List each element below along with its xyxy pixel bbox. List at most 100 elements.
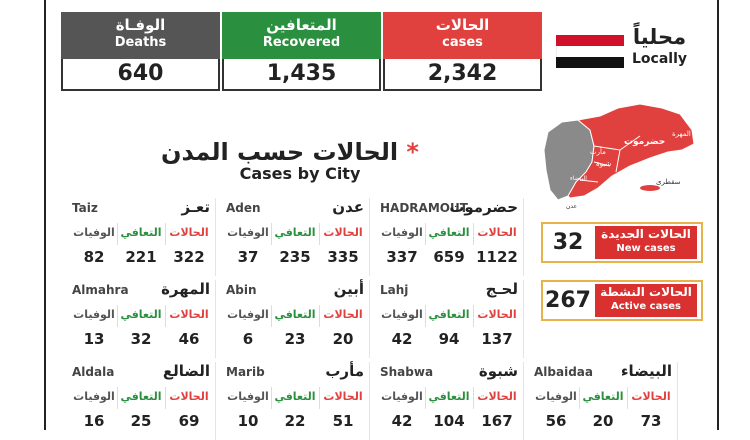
deaths-column-label: الوفيات — [535, 390, 577, 403]
city-deaths-value: 16 — [83, 412, 105, 430]
city-name-ar: شبوة — [478, 362, 518, 380]
city-name-en: HADRAMOUT — [380, 201, 468, 215]
active-cases-label-ar: الحالات النشطة — [600, 285, 692, 299]
section-title-star: * — [406, 138, 419, 166]
city-name-row: Abin أبين — [226, 280, 370, 302]
recovered-column-label: التعافي — [274, 308, 316, 321]
deaths-column-label: الوفيات — [73, 390, 115, 403]
recovered-column-label: التعافي — [428, 308, 470, 321]
city-cases-value: 1122 — [476, 248, 518, 266]
city-cases-value: 322 — [173, 248, 205, 266]
cases-column-label: الحالات — [477, 390, 517, 403]
cases-column-label: الحالات — [169, 226, 209, 239]
city-name-en: Aden — [226, 201, 261, 215]
city-name-en: Aldala — [72, 365, 115, 379]
city-column-headers: الوفيات التعافي الحالات — [534, 387, 678, 409]
column-separator — [117, 223, 118, 245]
city-values: 6 23 20 — [226, 330, 370, 352]
deaths-label-en: Deaths — [114, 35, 167, 50]
deaths-column-label: الوفيات — [381, 226, 423, 239]
city-card: Almahra المهرة الوفيات التعافي الحالات 13 32 46 — [72, 280, 216, 358]
column-separator — [473, 387, 474, 409]
city-name-row: HADRAMOUT حضرموت — [380, 198, 524, 220]
column-separator — [271, 223, 272, 245]
column-separator — [117, 305, 118, 327]
city-recovered-value: 22 — [284, 412, 306, 430]
column-separator — [425, 305, 426, 327]
map-label-hadramout: حضرموت — [624, 137, 665, 147]
city-deaths-value: 13 — [83, 330, 105, 348]
city-cases-value: 20 — [332, 330, 354, 348]
city-name-en: Albaidaa — [534, 365, 593, 379]
city-card: HADRAMOUT حضرموت الوفيات التعافي الحالات 337 6… — [380, 198, 524, 276]
city-cases-value: 69 — [178, 412, 200, 430]
column-separator — [271, 305, 272, 327]
city-name-row: Albaidaa البيضاء — [534, 362, 678, 384]
deaths-column-label: الوفيات — [73, 226, 115, 239]
city-card: Shabwa شبوة الوفيات التعافي الحالات 42 104 167 — [380, 362, 524, 440]
column-separator — [165, 223, 166, 245]
city-name-en: Shabwa — [380, 365, 434, 379]
city-name-ar: الضالع — [162, 362, 210, 380]
column-separator — [165, 305, 166, 327]
city-column-headers: الوفيات التعافي الحالات — [226, 305, 370, 327]
new-cases-label-ar: الحالات الجديدة — [601, 227, 691, 241]
city-card: Albaidaa البيضاء الوفيات التعافي الحالات 56 20… — [534, 362, 678, 440]
active-cases-label: الحالات النشطة Active cases — [595, 284, 697, 317]
active-cases-value: 267 — [545, 288, 591, 313]
city-name-ar: مأرب — [325, 362, 364, 380]
card-divider — [215, 198, 216, 276]
cases-value: 2,342 — [383, 59, 542, 91]
column-separator — [627, 387, 628, 409]
city-cases-value: 73 — [640, 412, 662, 430]
locally-label-ar: محلياً — [632, 25, 687, 49]
city-deaths-value: 337 — [386, 248, 418, 266]
city-values: 37 235 335 — [226, 248, 370, 270]
city-values: 16 25 69 — [72, 412, 216, 434]
recovered-column-label: التعافي — [120, 226, 162, 239]
city-name-row: Almahra المهرة — [72, 280, 216, 302]
card-divider — [677, 362, 678, 440]
new-cases-box: 32 الحالات الجديدة New cases — [541, 222, 703, 263]
flag-black-stripe — [556, 57, 624, 68]
city-deaths-value: 56 — [545, 412, 567, 430]
recovered-header: المتعافين Recovered — [222, 12, 381, 59]
map-red-region — [567, 103, 695, 199]
city-cases-value: 137 — [481, 330, 513, 348]
city-recovered-value: 20 — [592, 412, 614, 430]
city-name-en: Almahra — [72, 283, 129, 297]
city-column-headers: الوفيات التعافي الحالات — [380, 387, 524, 409]
city-column-headers: الوفيات التعافي الحالات — [72, 223, 216, 245]
map-label-shabwa: شبوة — [596, 160, 611, 168]
city-recovered-value: 221 — [125, 248, 157, 266]
city-name-en: Abin — [226, 283, 257, 297]
city-name-row: Aden عدن — [226, 198, 370, 220]
new-cases-label-en: New cases — [616, 243, 676, 254]
city-name-en: Marib — [226, 365, 265, 379]
city-column-headers: الوفيات التعافي الحالات — [380, 223, 524, 245]
map-label-baidaa: البيضاء — [570, 175, 587, 182]
right-frame-line — [717, 0, 719, 430]
active-cases-box: 267 الحالات النشطة Active cases — [541, 280, 703, 321]
card-divider — [523, 280, 524, 358]
city-deaths-value: 82 — [83, 248, 105, 266]
city-cases-value: 167 — [481, 412, 513, 430]
city-card: Abin أبين الوفيات التعافي الحالات 6 23 20 — [226, 280, 370, 358]
city-name-ar: أبين — [333, 280, 364, 298]
deaths-header: الوفـاة Deaths — [61, 12, 220, 59]
recovered-column-label: التعافي — [274, 390, 316, 403]
column-separator — [473, 223, 474, 245]
section-title-text: الحالات حسب المدن — [161, 138, 399, 166]
city-cases-value: 335 — [327, 248, 359, 266]
cases-header: الحالات cases — [383, 12, 542, 59]
recovered-column-label: التعافي — [582, 390, 624, 403]
city-values: 10 22 51 — [226, 412, 370, 434]
cases-column-label: الحالات — [477, 308, 517, 321]
city-column-headers: الوفيات التعافي الحالات — [72, 305, 216, 327]
recovered-stat-card: المتعافين Recovered 1,435 — [222, 12, 381, 91]
deaths-column-label: الوفيات — [227, 226, 269, 239]
locally-label-en: Locally — [632, 51, 688, 67]
yemen-map: المهرة حضرموت شبوة مأرب البيضاء سقطرى عد… — [543, 103, 695, 210]
deaths-value: 640 — [61, 59, 220, 91]
recovered-column-label: التعافي — [428, 390, 470, 403]
